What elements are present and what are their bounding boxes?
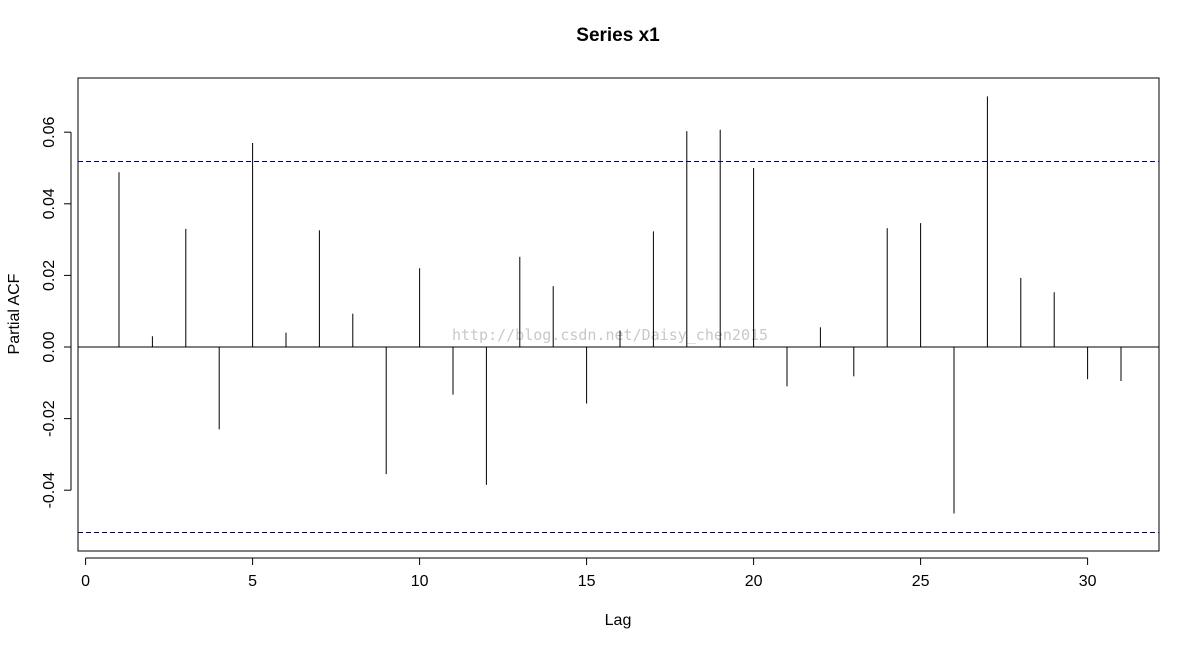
plot-frame — [77, 77, 1160, 552]
x-axis: 0 5 10 15 20 25 30 — [81, 557, 1097, 590]
x-tick-label: 25 — [912, 573, 930, 590]
y-tick-label: 0.02 — [41, 260, 58, 291]
watermark: http://blog.csdn.net/Daisy_chen2015 — [452, 326, 768, 344]
x-tick-label: 30 — [1079, 573, 1097, 590]
chart-title: Series x1 — [576, 25, 660, 46]
x-axis-label: Lag — [605, 612, 632, 629]
x-tick-label: 20 — [745, 573, 763, 590]
x-tick-label: 0 — [81, 573, 90, 590]
confidence-bounds — [78, 161, 1159, 533]
x-tick-label: 10 — [411, 573, 429, 590]
y-axis: -0.04 -0.02 0.00 0.02 0.04 0.06 — [41, 117, 72, 509]
y-tick-label: -0.02 — [41, 400, 58, 437]
y-tick-label: 0.06 — [41, 117, 58, 148]
x-tick-label: 5 — [248, 573, 257, 590]
y-tick-label: -0.04 — [41, 472, 58, 509]
pacf-spikes — [118, 96, 1122, 514]
y-axis-label: Partial ACF — [6, 273, 23, 354]
y-tick-label: 0.04 — [41, 188, 58, 219]
x-tick-label: 15 — [578, 573, 596, 590]
y-tick-label: 0.00 — [41, 331, 58, 362]
